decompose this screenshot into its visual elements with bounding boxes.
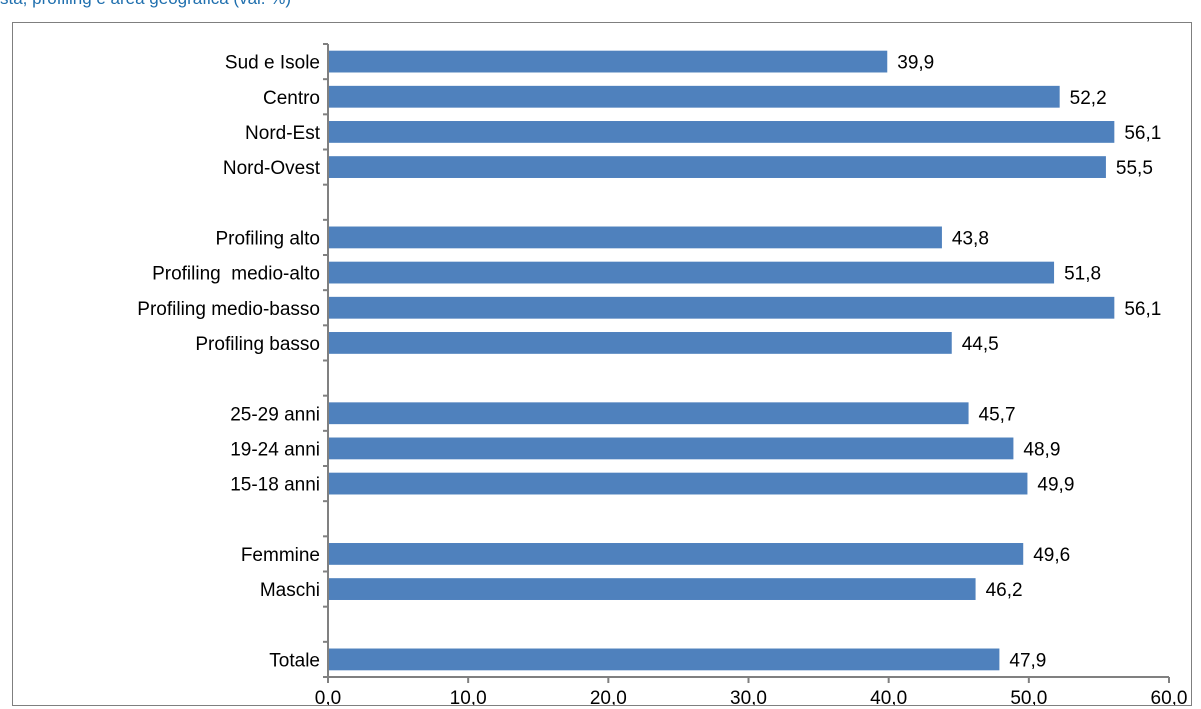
category-label: Profiling medio-alto xyxy=(152,264,320,285)
category-label: Femmine xyxy=(241,545,320,566)
data-label: 49,9 xyxy=(1037,475,1074,496)
data-label: 39,9 xyxy=(897,53,934,74)
data-label: 46,2 xyxy=(986,580,1023,601)
category-label: Centro xyxy=(263,88,320,109)
data-label: 56,1 xyxy=(1124,299,1161,320)
category-label: Nord-Ovest xyxy=(223,158,321,179)
category-label: Profiling medio-basso xyxy=(137,299,320,320)
chart-frame: 0,0 10,0 20,0 30,0 40,0 50,0 60,0 Sud e Isole 39… xyxy=(12,22,1192,706)
data-label: 47,9 xyxy=(1009,650,1046,671)
chart-caption: sta, profiling e area geografica (val. %… xyxy=(0,0,291,9)
bar xyxy=(329,578,976,600)
category-label: Profiling basso xyxy=(195,334,320,355)
data-label: 48,9 xyxy=(1023,439,1060,460)
bar xyxy=(329,648,1000,671)
bar xyxy=(329,437,1014,460)
category-label: Totale xyxy=(269,650,320,671)
category-label: Maschi xyxy=(260,580,320,601)
bar xyxy=(329,402,969,425)
data-label: 43,8 xyxy=(952,228,989,249)
x-tick-label: 20,0 xyxy=(590,688,627,705)
bar xyxy=(329,121,1115,143)
data-label: 52,2 xyxy=(1070,88,1107,109)
bar-chart: 0,0 10,0 20,0 30,0 40,0 50,0 60,0 Sud e Isole 39… xyxy=(137,43,1188,705)
category-label: 19-24 anni xyxy=(230,439,320,460)
category-label: 25-29 anni xyxy=(230,404,320,425)
x-tick-label: 40,0 xyxy=(870,688,907,705)
bar xyxy=(329,85,1060,108)
category-label: Sud e Isole xyxy=(225,53,320,74)
bar xyxy=(329,543,1024,565)
category-label: Profiling alto xyxy=(215,228,320,249)
data-label: 51,8 xyxy=(1064,264,1101,285)
bar xyxy=(329,472,1028,495)
x-tick-label: 60,0 xyxy=(1151,688,1188,705)
data-label: 44,5 xyxy=(962,334,999,355)
x-tick-label: 30,0 xyxy=(730,688,767,705)
bar xyxy=(329,332,952,354)
data-label: 45,7 xyxy=(979,404,1016,425)
bar xyxy=(329,50,888,73)
data-label: 55,5 xyxy=(1116,158,1153,179)
bar xyxy=(329,261,1055,284)
data-label: 56,1 xyxy=(1124,123,1161,144)
x-tick-label: 10,0 xyxy=(450,688,487,705)
data-label: 49,6 xyxy=(1033,545,1070,566)
bar xyxy=(329,296,1115,319)
x-tick-label: 0,0 xyxy=(315,688,341,705)
bar xyxy=(329,226,942,249)
bar xyxy=(329,156,1106,178)
x-tick-label: 50,0 xyxy=(1010,688,1047,705)
category-label: Nord-Est xyxy=(245,123,321,144)
category-label: 15-18 anni xyxy=(230,475,320,496)
